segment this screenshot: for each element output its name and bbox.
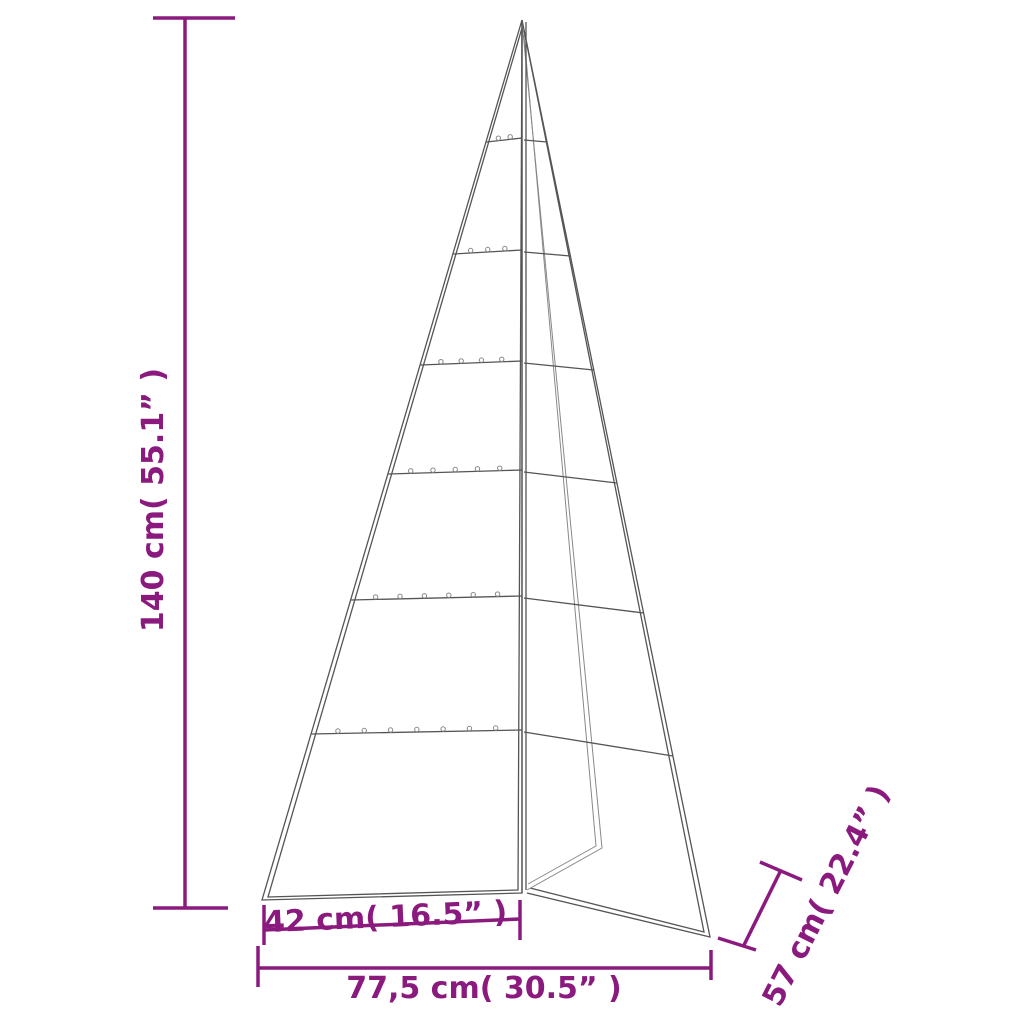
shelves	[311, 134, 673, 757]
hook	[440, 726, 446, 732]
height-label: 140 cm( 55.1” )	[136, 368, 171, 632]
hook	[372, 594, 379, 600]
metal-tree-frame	[261, 19, 711, 938]
hook	[361, 727, 367, 734]
panel-width-label: 42 cm( 16.5” )	[263, 895, 508, 941]
depth-dimension	[717, 860, 803, 952]
hook	[502, 245, 508, 252]
hook	[494, 591, 501, 597]
hook	[495, 135, 502, 141]
rear-panel-outline	[521, 21, 603, 891]
hook	[438, 359, 444, 365]
hook	[485, 246, 491, 253]
total-width-dimension	[256, 946, 713, 987]
hook	[493, 725, 499, 731]
hook	[408, 468, 414, 474]
hook	[335, 728, 341, 734]
hook	[467, 247, 474, 254]
side-shelf	[523, 139, 548, 143]
rear-panel-inner-outline	[523, 34, 597, 885]
hook	[421, 593, 428, 599]
front-shelf	[420, 360, 523, 366]
hook	[397, 593, 403, 600]
height-dimension	[153, 16, 235, 910]
hook	[497, 465, 503, 471]
hook	[387, 727, 394, 733]
panel-width-dimension	[262, 900, 522, 945]
front-panel-inner-outline	[267, 27, 523, 898]
front-panel-outline	[261, 19, 523, 901]
side-shelf	[523, 731, 673, 757]
hook	[414, 726, 420, 733]
total-width-label: 77,5 cm( 30.5” )	[346, 971, 622, 1006]
side-shelf	[523, 251, 571, 257]
hook	[499, 356, 505, 362]
hook	[430, 467, 436, 473]
side-shelf	[523, 597, 644, 614]
hook	[474, 466, 481, 472]
hook	[507, 134, 513, 140]
hook	[470, 591, 476, 598]
side-panel-outline	[521, 19, 711, 938]
depth-label: 57 cm( 22.4” )	[756, 779, 898, 1012]
hook	[446, 592, 452, 598]
hook	[452, 466, 458, 473]
side-shelf	[523, 362, 594, 371]
front-shelf	[486, 137, 523, 143]
front-shelf	[351, 595, 523, 601]
side-shelf	[523, 471, 617, 484]
hook	[466, 725, 473, 732]
hook	[478, 357, 485, 363]
hook	[458, 358, 464, 364]
side-panel-inner-outline	[523, 29, 705, 933]
